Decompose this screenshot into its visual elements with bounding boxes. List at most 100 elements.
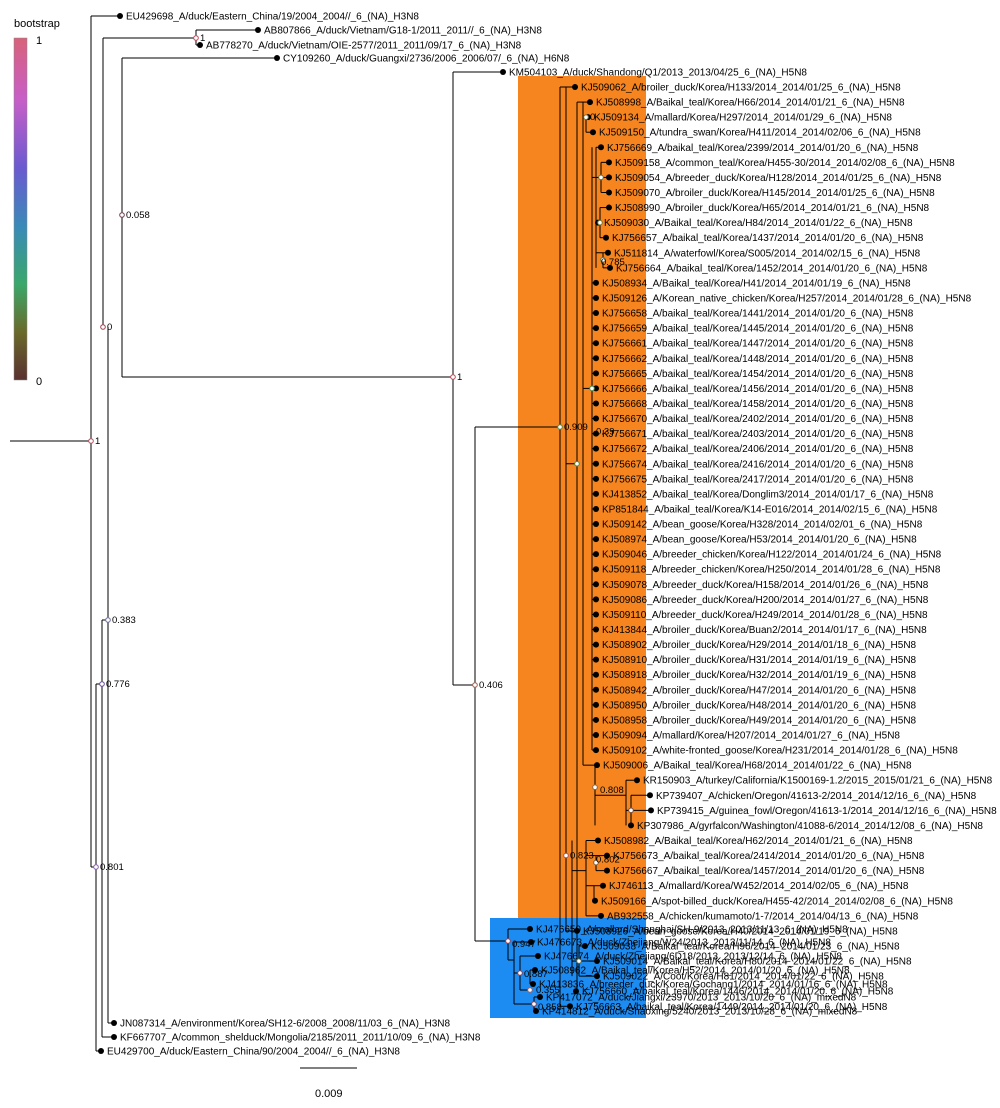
leaf-tip [634, 777, 640, 784]
leaf-label: KJ413852_A/baikal_teal/Korea/Donglim3/20… [602, 489, 934, 500]
node-label: 0.887 [524, 969, 548, 980]
leaf-tip [593, 671, 599, 678]
leaf-tip [593, 505, 599, 512]
leaf-tip [593, 294, 599, 301]
node-label: 0.383 [112, 615, 136, 626]
node-label: 0.355 [536, 985, 560, 996]
leaf-tip [593, 626, 599, 633]
leaf-label: KJ509030_A/Baikal_teal/Korea/H84/2014_20… [604, 218, 913, 229]
leaf-label: KJ509022_A/Coot/Korea/H81/2014_2014/01/2… [603, 972, 884, 983]
node-label: 1 [457, 372, 462, 383]
leaf-label: KP307986_A/gyrfalcon/Washington/41088-6/… [637, 821, 983, 832]
leaf-label: KJ756673_A/baikal_teal/Korea/2414/2014_2… [613, 851, 925, 862]
internal-node [100, 324, 106, 330]
leaf-tip [572, 84, 578, 90]
leaf-tip [604, 852, 610, 859]
leaf-tip [593, 521, 599, 528]
leaf-label: KJ509126_A/Korean_native_chicken/Korea/H… [602, 293, 972, 304]
leaf-label: KJ756661_A/baikal_teal/Korea/1447/2014_2… [602, 339, 914, 350]
leaf-label: KJ509134_A/mallard/Korea/H297/2014_2014/… [594, 113, 892, 124]
leaf-tip [593, 732, 599, 739]
leaf-label: KJ509014_A/Baikal_teal/Korea/H80/2014_20… [603, 957, 912, 968]
leaf-tip [593, 415, 599, 422]
leaf-label: KJ509038_A/Baikal_teal/Korea/H96/2014_20… [591, 941, 900, 952]
leaf-label: KJ476659_A/mallard/Shanghai/SH-9/2013_20… [536, 925, 848, 936]
node-label: 0.909 [564, 422, 588, 433]
leaf-label: KP414812_A/duck/Shaoxing/5240/2013_2013/… [542, 1007, 858, 1018]
internal-node [597, 219, 603, 226]
leaf-label: KP739415_A/guinea_fowl/Oregon/41613-1/20… [657, 806, 997, 817]
leaf-tip [606, 189, 612, 196]
leaf-label: KJ509110_A/breeder_duck/Korea/H249/2014_… [602, 610, 928, 621]
leaf-label: KJ756659_A/baikal_teal/Korea/1445/2014_2… [602, 324, 914, 335]
leaf-label: KJ756672_A/baikal_teal/Korea/2406/2014_2… [602, 444, 914, 455]
leaf-tip [593, 490, 599, 497]
blue-clade-highlight [490, 918, 646, 1018]
leaf-tip [593, 686, 599, 693]
internal-node [589, 385, 595, 392]
leaf-tip [593, 611, 599, 618]
leaf-label: KJ508918_A/broiler_duck/Korea/H32/2014_2… [602, 670, 917, 681]
leaf-label: KJ413844_A/broiler_duck/Korea/Buan2/2014… [602, 625, 927, 636]
leaf-tip [647, 792, 653, 799]
orange-clade-highlight [518, 76, 646, 918]
leaf-label: KJ756657_A/baikal_teal/Korea/1437/2014_2… [612, 233, 924, 244]
leaf-tip [535, 953, 541, 959]
internal-node [593, 859, 599, 866]
node-label: 1 [200, 33, 205, 44]
leaf-label: KP417072_A/duck/Jiangxi/23970/2013_2013/… [546, 993, 857, 1004]
leaf-tip [593, 716, 599, 723]
leaf-label: KJ508974_A/bean_goose/Korea/H53/2014_201… [602, 535, 917, 546]
leaf-tip [117, 13, 123, 19]
leaf-tip [593, 566, 599, 573]
leaf-tip [255, 27, 261, 33]
leaf-label: KJ508982_A/Baikal_teal/Korea/H62/2014_20… [604, 836, 913, 847]
leaf-label: KJ509166_A/spot-billed_duck/Korea/H455-4… [601, 896, 953, 907]
leaf-label: CY109260_A/duck/Guangxi/2736/2006_2006/0… [283, 54, 570, 65]
leaf-tip [593, 279, 599, 286]
node-label: 0.823 [570, 851, 594, 862]
leaf-tip [593, 370, 599, 377]
internal-node [472, 682, 478, 688]
leaf-tip [604, 867, 610, 874]
leaf-tip [593, 656, 599, 663]
internal-node [193, 35, 199, 41]
bootstrap-legend: bootstrap 1 0 [13, 18, 60, 388]
leaf-label: EU429698_A/duck/Eastern_China/19/2004_20… [126, 12, 419, 23]
leaf-tip [593, 641, 599, 648]
leaf-tip [573, 988, 579, 995]
leaf-tip [593, 536, 599, 543]
leaf-tip [500, 69, 506, 75]
leaf-label: KJ508950_A/broiler_duck/Korea/H48/2014_2… [602, 700, 917, 711]
leaf-label: KJ756660_A/baikal_teal/Korea/1446/2014_2… [582, 987, 894, 998]
internal-node [563, 852, 569, 859]
leaf-label: JN087314_A/environment/Korea/SH12-6/2008… [120, 1019, 450, 1030]
leaf-tip [582, 942, 588, 949]
leaf-label: KJ508998_A/Baikal_teal/Korea/H66/2014_20… [596, 98, 905, 109]
leaf-tip [594, 958, 600, 965]
leaf-label: KJ756670_A/baikal_teal/Korea/2402/2014_2… [602, 414, 914, 425]
leaf-tip [593, 747, 599, 754]
internal-node [527, 987, 533, 993]
internal-node [576, 958, 582, 964]
leaf-tip [574, 927, 580, 934]
internal-node [592, 784, 598, 791]
scale-bar-label: 0.009 [315, 1088, 343, 1100]
leaf-tip [593, 340, 599, 347]
leaf-label: KJ509086_A/breeder_duck/Korea/H200/2014_… [602, 595, 929, 606]
leaf-tip [593, 701, 599, 708]
leaf-tip [590, 129, 596, 136]
leaf-tip [628, 822, 634, 829]
tree-leaves: EU429698_A/duck/Eastern_China/19/2004_20… [107, 12, 997, 1058]
leaf-tip [533, 1008, 539, 1014]
leaf-tip [593, 460, 599, 467]
leaf-label: KJ509078_A/breeder_duck/Korea/H158/2014_… [602, 580, 929, 591]
leaf-tip [600, 882, 606, 889]
node-label: 0 [107, 322, 112, 333]
leaf-label: KJ509118_A/breeder_chicken/Korea/H250/20… [602, 565, 941, 576]
leaf-tip [593, 385, 599, 392]
leaf-label: KJ508958_A/broiler_duck/Korea/H49/2014_2… [602, 715, 917, 726]
leaf-tip [594, 762, 600, 769]
leaf-tip [605, 249, 611, 256]
